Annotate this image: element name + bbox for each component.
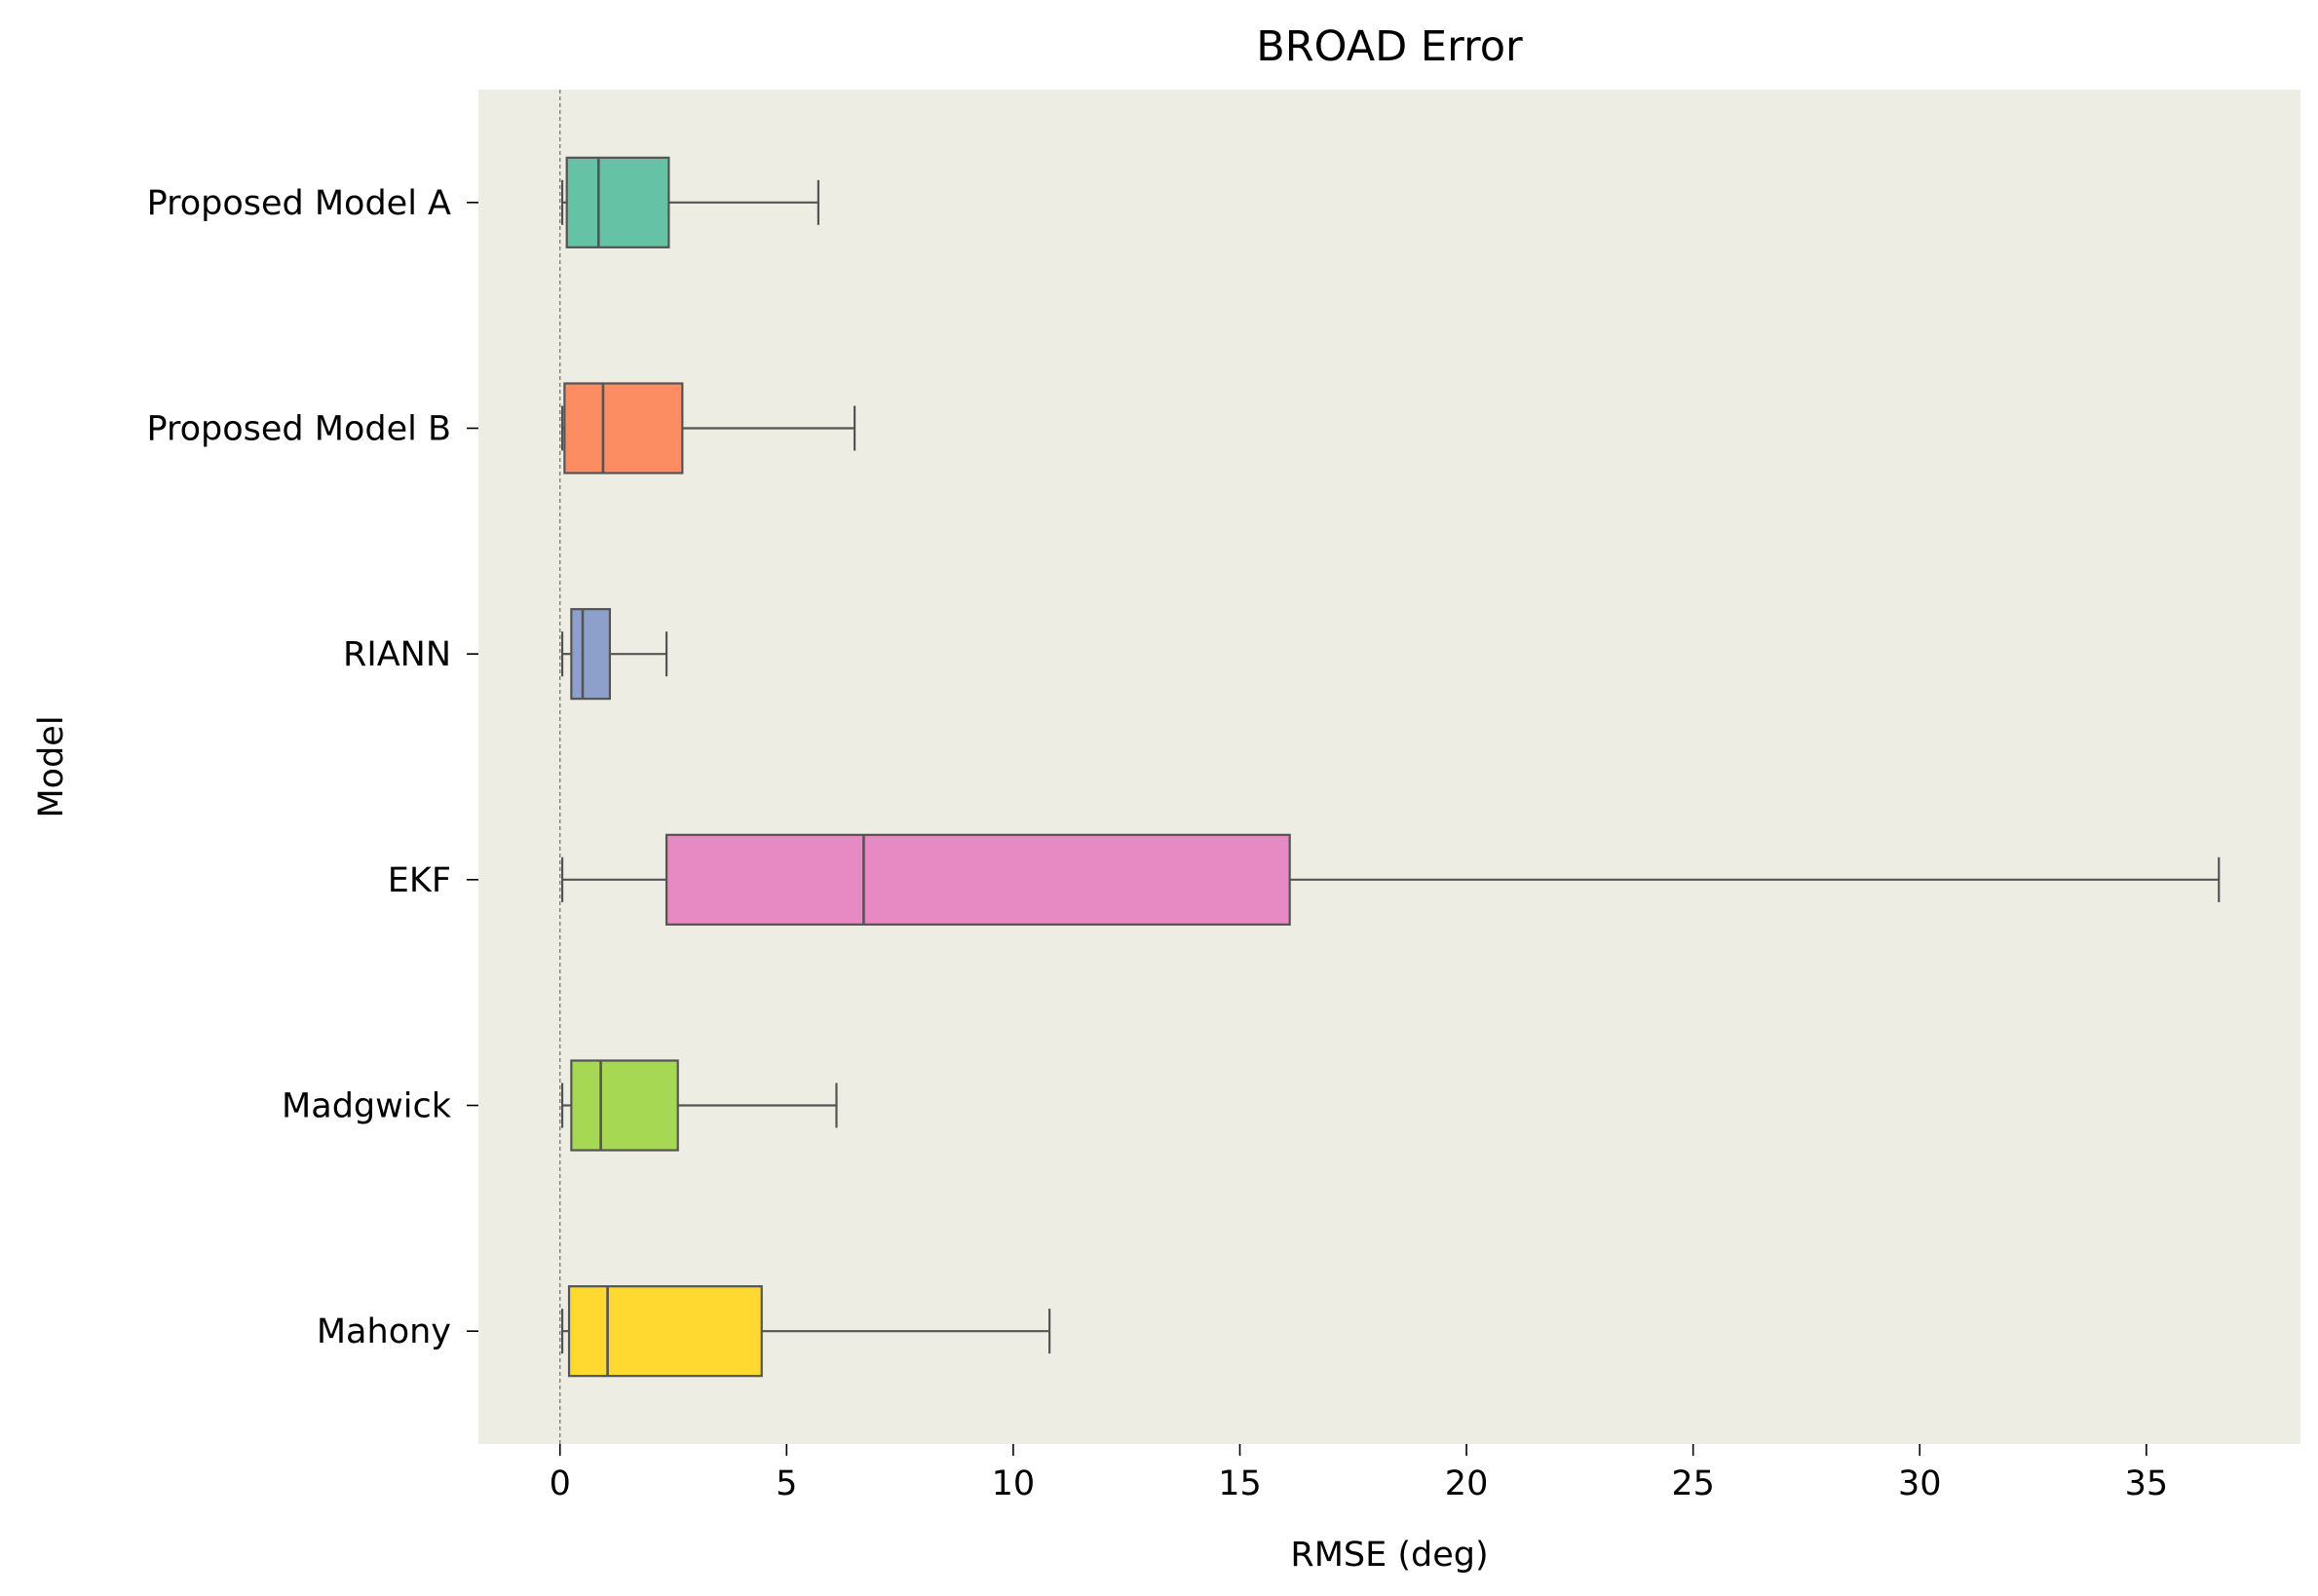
x-tick-label: 15 — [1218, 1464, 1262, 1503]
box-ekf — [560, 833, 2221, 926]
plot-area — [478, 90, 2300, 1444]
y-axis-label: Model — [32, 715, 71, 817]
x-tick-label: 25 — [1671, 1464, 1715, 1503]
y-tick-label: Proposed Model B — [147, 410, 452, 449]
box-mahony — [560, 1285, 1051, 1378]
box-proposed-model-a — [560, 156, 819, 248]
box-iqr — [563, 382, 684, 475]
x-tick-label: 5 — [776, 1464, 797, 1503]
box-madgwick — [560, 1059, 838, 1152]
x-tick-label: 10 — [992, 1464, 1036, 1503]
box-iqr — [570, 1059, 679, 1152]
box-iqr — [665, 833, 1291, 926]
x-tick-label: 0 — [550, 1464, 571, 1503]
x-tick-label: 20 — [1445, 1464, 1489, 1503]
box-iqr — [570, 608, 612, 701]
x-tick-label: 35 — [2125, 1464, 2169, 1503]
box-riann — [560, 608, 668, 701]
y-tick-label: RIANN — [343, 635, 451, 674]
chart-title: BROAD Error — [1256, 22, 1523, 71]
box-proposed-model-b — [560, 382, 856, 475]
box-iqr — [565, 156, 670, 248]
y-tick-label: Proposed Model A — [147, 184, 451, 223]
box-iqr — [567, 1285, 763, 1378]
x-tick-label: 30 — [1898, 1464, 1942, 1503]
x-axis-label: RMSE (deg) — [1290, 1536, 1488, 1575]
y-tick-label: EKF — [388, 861, 451, 900]
y-tick-label: Mahony — [317, 1312, 451, 1351]
y-tick-label: Madgwick — [282, 1087, 452, 1126]
